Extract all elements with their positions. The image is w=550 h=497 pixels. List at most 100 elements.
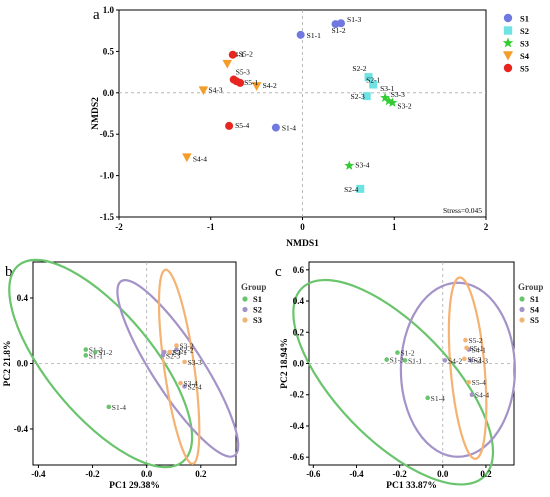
panel-a-point-label: S2-2 — [352, 64, 366, 73]
panel-b-point-s2 — [160, 353, 166, 358]
panel-b-point-label: S1-1 — [89, 351, 103, 360]
panel-a-y-tick-label: 0.5 — [103, 46, 115, 56]
panel-c-point-label: S5-3 — [467, 355, 481, 364]
panel-a-stress-annotation: Stress=0.045 — [443, 206, 482, 215]
panel-c-point-label: S5-2 — [468, 336, 482, 345]
panel-c-y-tick-label: -0.2 — [290, 390, 305, 400]
panel-a-x-tick-label: -2 — [115, 222, 123, 232]
panel-c-point-label: S4-4 — [475, 391, 489, 400]
panel-a-point-s2 — [369, 80, 378, 89]
panel-b-point-s3 — [167, 349, 172, 355]
panel-a-point-s2 — [356, 184, 365, 193]
panel-b-point-s2 — [174, 347, 179, 352]
panel-a-x-tick-label: 0 — [300, 222, 305, 232]
panel-b-legend-label: S3 — [253, 315, 262, 325]
panel-c-y-tick-label: 0.0 — [293, 359, 305, 369]
panel-a-point-label: S4-3 — [208, 85, 222, 94]
panel-c-point-s4 — [469, 392, 475, 398]
panel-c-point-label: S4-1 — [472, 345, 486, 354]
panel-b-point-s2 — [182, 384, 187, 389]
panel-a-point-s5 — [228, 50, 237, 59]
panel-a-x-axis-title: NMDS1 — [286, 239, 319, 249]
panel-a-x-tick-label: 1 — [392, 222, 397, 232]
panel-b-point-label: S2-2 — [179, 346, 193, 355]
panel-a-point-s2 — [364, 73, 373, 82]
panel-c-point-s5 — [466, 379, 471, 385]
panel-a-point-label: S3-4 — [355, 161, 369, 170]
panel-a-point-label: S1-4 — [282, 124, 296, 133]
panel-c-point-s1 — [384, 357, 389, 362]
panel-c-y-axis-title: PC2 18.94% — [280, 338, 290, 389]
panel-c-x-axis-title: PC1 33.87% — [386, 481, 437, 491]
panel-b-point-s3 — [182, 359, 187, 365]
panel-b-x-tick-label: 0.2 — [195, 469, 207, 479]
panel-c-y-tick-label: -0.4 — [290, 421, 305, 431]
panel-a-point-s4 — [222, 59, 233, 69]
panel-c-legend-marker — [519, 296, 525, 302]
panel-b-point-s3 — [174, 343, 179, 348]
panel-c-pca-plot: c -0.6 -0.4 -0.2 0.0 0.2 -0.6 -0.4 -0.2 0.0 0.2 0.4… — [275, 261, 543, 491]
panel-a-point-label: S1-2 — [332, 26, 346, 35]
panel-a-y-axis-title: NMDS2 — [91, 97, 101, 130]
panel-a-point-s4 — [198, 86, 209, 96]
panel-a-legend-marker — [503, 26, 513, 35]
panel-b-ellipse-s3 — [157, 268, 201, 465]
panel-a-legend-marker — [502, 51, 514, 61]
panel-c-point-label: S5-1 — [470, 344, 484, 353]
panel-b-legend-marker — [242, 317, 248, 323]
panel-b-y-tick-label: 0.4 — [17, 293, 29, 303]
panel-b-point-s3 — [178, 380, 183, 386]
panel-a-y-tick-label: -0.5 — [100, 129, 115, 139]
panel-c-legend-marker — [519, 317, 525, 323]
panel-a-point-label: S5-1 — [244, 78, 258, 87]
panel-c-point-label: S4-3 — [474, 356, 488, 365]
panel-a-y-tick-label: 0.0 — [103, 88, 115, 98]
panel-a-point-label: S1-3 — [347, 15, 361, 24]
panel-a-point-s4 — [251, 82, 262, 91]
panel-c-point-s5 — [463, 337, 468, 343]
panel-c-point-s1 — [425, 395, 430, 401]
panel-c-point-s4 — [442, 358, 448, 363]
panel-c-point-label: S1-3 — [390, 356, 404, 365]
panel-b-point-s1 — [83, 353, 89, 358]
panel-b-ellipse-s2 — [116, 279, 240, 458]
panel-a-point-label: S3-2 — [397, 102, 411, 111]
panel-b-point-label: S3-1 — [173, 348, 187, 357]
panel-a-point-s3 — [383, 95, 394, 106]
panel-c-x-tick-label: 0.2 — [480, 469, 492, 479]
panel-c-point-s5 — [462, 356, 467, 362]
panel-b-point-label: S3-2 — [179, 341, 193, 350]
panel-c-legend-label: S1 — [530, 294, 539, 304]
panel-a-legend-label: S1 — [520, 14, 529, 24]
panel-a-legend-label: S3 — [520, 39, 529, 49]
panel-b-legend-label: S2 — [253, 305, 262, 315]
panel-a-point-s2 — [362, 92, 371, 101]
panel-b-y-tick-label: -0.4 — [14, 424, 29, 434]
panel-a-y-tick-label: -1.0 — [100, 171, 115, 181]
panel-b-letter: b — [5, 264, 13, 280]
panel-a-legend-label: S5 — [520, 64, 529, 74]
panel-a-legend-label: S2 — [520, 26, 529, 36]
panel-a-legend-marker — [503, 63, 513, 73]
panel-b-x-axis-title: PC1 29.38% — [109, 481, 160, 491]
panel-a-legend-marker — [502, 37, 514, 48]
panel-a-point-s4 — [182, 153, 192, 163]
panel-c-y-tick-label: 0.4 — [293, 296, 305, 306]
panel-a-letter: a — [93, 7, 100, 23]
panel-b-point-label: S3-4 — [184, 379, 198, 388]
panel-a-point-s1 — [331, 20, 340, 29]
panel-a-point-label: S5-3 — [236, 68, 250, 77]
panel-a-point-label: S3-3 — [391, 90, 405, 99]
panel-a-point-s1 — [271, 123, 280, 132]
panel-b-x-tick-label: 0.0 — [141, 469, 153, 479]
panel-c-point-s4 — [468, 358, 474, 363]
panel-c-point-label: S5-4 — [472, 378, 486, 387]
panel-c-point-label: S1-2 — [400, 349, 414, 358]
panel-c-point-label: S1-4 — [431, 394, 445, 403]
panel-b-legend-title: Group — [241, 282, 266, 292]
panel-b-pca-plot: b -0.4 -0.2 0.0 0.2 -0.4 0.0 0.4 PC1 29.38% PC2 2… — [3, 258, 266, 491]
panel-a-point-label: S3-1 — [380, 84, 394, 93]
panel-b-x-tick-label: -0.2 — [85, 469, 100, 479]
panel-a-y-tick-label: 1.0 — [103, 5, 115, 15]
panel-b-legend-marker — [242, 306, 248, 313]
